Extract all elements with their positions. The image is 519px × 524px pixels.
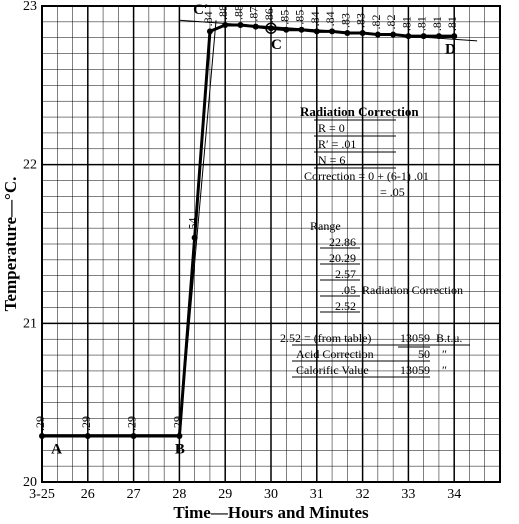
y-tick-label: 21 bbox=[23, 316, 37, 331]
data-point bbox=[451, 33, 457, 39]
range-diff: 2.57 bbox=[335, 267, 356, 281]
calorimeter-chart: 3-2526272829303132333420212223Time—Hours… bbox=[0, 0, 519, 524]
point-label: .88 bbox=[216, 5, 230, 20]
rad-corr: Correction = 0 + (6-1) .01 bbox=[304, 169, 429, 183]
data-point bbox=[390, 32, 396, 38]
data-point bbox=[39, 433, 45, 439]
tbl-from: 2.52 = (from table) bbox=[280, 331, 371, 345]
data-point bbox=[360, 30, 366, 36]
point-label: .29 bbox=[125, 416, 139, 431]
range-hi: 22.86 bbox=[329, 235, 356, 249]
tbl-btuu: B.t.u. bbox=[436, 331, 462, 345]
point-label: .81 bbox=[430, 16, 444, 31]
vertex-D: D bbox=[445, 42, 456, 58]
data-point bbox=[421, 33, 427, 39]
data-point bbox=[268, 25, 274, 31]
point-label: .81 bbox=[415, 16, 429, 31]
rad-r: R = 0 bbox=[318, 121, 345, 135]
point-label: .83 bbox=[338, 13, 352, 28]
range-lo: 20.29 bbox=[329, 251, 356, 265]
point-label: .85 bbox=[277, 10, 291, 25]
point-label: .85 bbox=[293, 10, 307, 25]
tbl-dq1: ″ bbox=[442, 347, 447, 361]
point-label: .84 bbox=[308, 11, 322, 26]
point-label: .29 bbox=[33, 416, 47, 431]
data-point bbox=[131, 433, 137, 439]
x-tick-label: 31 bbox=[310, 487, 324, 502]
data-point bbox=[436, 33, 442, 39]
rad-rp: R′ = .01 bbox=[318, 137, 356, 151]
x-tick-label: 32 bbox=[356, 487, 370, 502]
point-label: .86 bbox=[262, 8, 276, 23]
point-label: .29 bbox=[79, 416, 93, 431]
y-axis-label: Temperature—°C. bbox=[1, 177, 20, 312]
vertex-Cp: C′ bbox=[193, 2, 208, 18]
data-point bbox=[192, 235, 198, 241]
tbl-calv: 13059 bbox=[400, 363, 430, 377]
x-tick-label: 27 bbox=[127, 487, 141, 502]
range-rad-lbl: Radiation Correction bbox=[362, 283, 463, 297]
data-point bbox=[405, 33, 411, 39]
tbl-btu1: 13059 bbox=[400, 331, 430, 345]
data-point bbox=[299, 27, 305, 33]
x-tick-label: 33 bbox=[401, 487, 415, 502]
data-point bbox=[176, 433, 182, 439]
y-tick-label: 22 bbox=[23, 158, 37, 173]
range-net: 2.52 bbox=[335, 299, 356, 313]
point-label: .82 bbox=[369, 15, 383, 30]
data-point bbox=[329, 28, 335, 34]
data-point bbox=[344, 30, 350, 36]
range-title: Range bbox=[310, 219, 341, 233]
vertex-C: C bbox=[271, 37, 282, 53]
data-point bbox=[314, 28, 320, 34]
data-point bbox=[283, 27, 289, 33]
point-label: .84 bbox=[323, 11, 337, 26]
data-point bbox=[85, 433, 91, 439]
point-label: .88 bbox=[231, 5, 245, 20]
point-label: .83 bbox=[354, 13, 368, 28]
point-label: .81 bbox=[399, 16, 413, 31]
y-tick-label: 20 bbox=[23, 475, 37, 490]
point-label: .29 bbox=[170, 416, 184, 431]
rad-n: N = 6 bbox=[318, 153, 345, 167]
tbl-dq2: ″ bbox=[442, 363, 447, 377]
x-tick-label: 29 bbox=[218, 487, 232, 502]
radiation-title: Radiation Correction bbox=[300, 104, 419, 119]
range-rad: .05 bbox=[341, 283, 356, 297]
x-tick-label: 30 bbox=[264, 487, 278, 502]
tbl-cal: Calorific Value bbox=[296, 363, 369, 377]
y-tick-label: 23 bbox=[23, 0, 37, 14]
x-tick-label: 28 bbox=[172, 487, 186, 502]
point-label: .82 bbox=[384, 15, 398, 30]
point-label: .81 bbox=[445, 16, 459, 31]
point-label: .87 bbox=[247, 7, 261, 22]
x-axis-label: Time—Hours and Minutes bbox=[173, 503, 369, 522]
data-point bbox=[375, 32, 381, 38]
tbl-acid: Acid Correction bbox=[296, 347, 374, 361]
x-tick-label: 34 bbox=[447, 487, 461, 502]
vertex-A: A bbox=[51, 441, 62, 457]
temperature-curve bbox=[42, 25, 454, 436]
point-label: .54 bbox=[186, 218, 200, 233]
vertex-B: B bbox=[175, 441, 185, 457]
data-point bbox=[237, 22, 243, 28]
data-point bbox=[207, 28, 213, 34]
rad-eq: = .05 bbox=[380, 185, 405, 199]
data-point bbox=[253, 24, 259, 30]
tbl-acidv: 50 bbox=[418, 347, 430, 361]
data-point bbox=[222, 22, 228, 28]
x-tick-label: 26 bbox=[81, 487, 95, 502]
